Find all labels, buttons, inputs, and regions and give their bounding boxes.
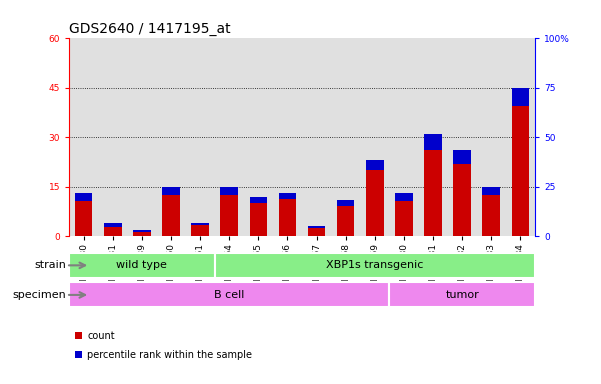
Bar (308, 226, 325, 228)
Bar (191, 223, 209, 236)
Bar (249, 197, 267, 236)
Bar (483, 187, 500, 236)
Bar (453, 151, 471, 164)
Bar (483, 187, 500, 195)
Bar (366, 161, 383, 170)
FancyBboxPatch shape (69, 283, 389, 307)
Bar (249, 197, 267, 202)
Bar (511, 88, 529, 106)
Bar (133, 230, 151, 236)
Bar (104, 223, 121, 236)
Bar (162, 187, 180, 195)
FancyBboxPatch shape (69, 253, 215, 278)
Bar (424, 134, 442, 236)
Bar (75, 193, 93, 201)
Text: XBP1s transgenic: XBP1s transgenic (326, 260, 424, 270)
Bar (104, 223, 121, 227)
Text: B cell: B cell (214, 290, 245, 300)
Text: percentile rank within the sample: percentile rank within the sample (87, 350, 252, 360)
Bar (279, 193, 296, 236)
Bar (395, 193, 413, 201)
Text: specimen: specimen (13, 290, 66, 300)
Text: GDS2640 / 1417195_at: GDS2640 / 1417195_at (69, 22, 231, 36)
Bar (337, 200, 355, 206)
Bar (75, 193, 93, 236)
Bar (221, 187, 238, 195)
Bar (279, 193, 296, 199)
Bar (191, 223, 209, 225)
Bar (133, 230, 151, 232)
Text: tumor: tumor (445, 290, 479, 300)
Bar (221, 187, 238, 236)
Bar (337, 200, 355, 236)
Text: strain: strain (34, 260, 66, 270)
FancyBboxPatch shape (215, 253, 535, 278)
Bar (366, 161, 383, 236)
Text: wild type: wild type (117, 260, 167, 270)
Bar (424, 134, 442, 150)
Bar (453, 151, 471, 236)
FancyBboxPatch shape (389, 283, 535, 307)
Bar (511, 88, 529, 236)
Bar (308, 226, 325, 236)
Bar (162, 187, 180, 236)
Text: count: count (87, 331, 115, 341)
Bar (395, 193, 413, 236)
